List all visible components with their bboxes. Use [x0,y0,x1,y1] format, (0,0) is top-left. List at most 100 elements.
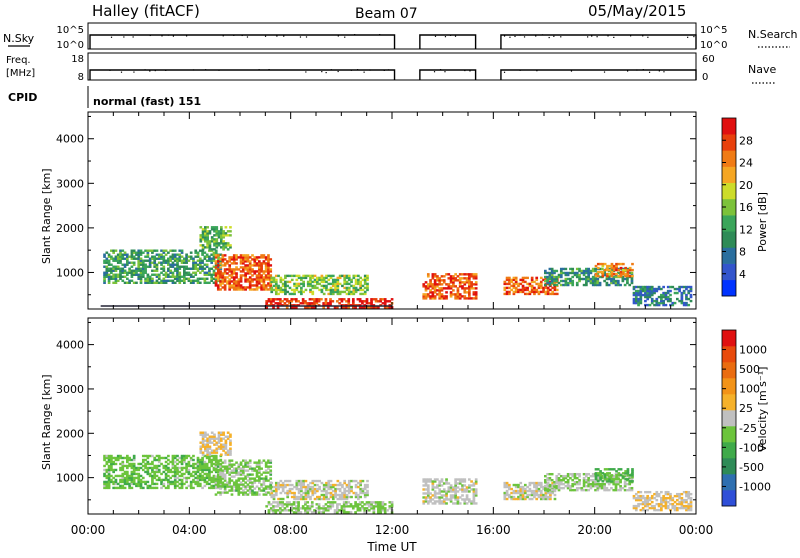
heatmap-cell [176,269,179,272]
heatmap-cell [171,255,175,258]
heatmap-cell [465,279,469,282]
heatmap-cell [257,286,261,289]
heatmap-cell [128,458,131,462]
heatmap-cell [187,476,191,480]
heatmap-cell [379,507,383,510]
heatmap-cell [578,480,581,484]
heatmap-cell [544,474,547,478]
heatmap-cell [130,476,134,480]
heatmap-cell [210,437,214,440]
heatmap-cell [216,274,220,277]
heatmap-cell [126,253,129,256]
heatmap-cell [505,491,509,495]
heatmap-cell [615,272,618,276]
heatmap-cell [689,498,693,502]
heatmap-cell [546,275,549,279]
heatmap-cell [246,256,250,259]
heatmap-cell [363,485,367,489]
heatmap-cell [433,273,437,276]
heatmap-cell [213,226,216,229]
heatmap-cell [619,488,622,492]
heatmap-cell [262,288,266,291]
heatmap-cell [338,292,342,296]
heatmap-cell [313,306,316,309]
heatmap-cell [146,253,150,256]
heatmap-cell [210,480,214,484]
heatmap-cell [363,280,367,284]
heatmap-cell [178,255,182,258]
heatmap-cell [359,280,362,284]
heatmap-cell [119,456,122,460]
heatmap-cell [139,466,143,470]
heatmap-cell [331,497,335,501]
heatmap-cell [456,293,460,296]
heatmap-cell [173,456,177,460]
heatmap-cell [226,242,230,245]
heatmap-cell [429,500,432,503]
heatmap-cell [192,470,195,474]
heatmap-cell [599,270,602,274]
heatmap-cell [650,299,654,303]
heatmap-cell [208,259,211,262]
heatmap-cell [546,485,550,489]
heatmap-cell [198,257,202,260]
heatmap-cell [463,480,467,483]
heatmap-cell [137,257,141,260]
heatmap-cell [322,509,326,512]
heatmap-cell [128,482,131,486]
heatmap-cell [470,488,473,491]
heatmap-cell [276,306,280,309]
heatmap-cell [229,435,232,438]
heatmap-cell [215,437,219,440]
heatmap-cell [196,263,200,266]
heatmap-cell [144,466,147,470]
heatmap-cell [445,482,448,485]
heatmap-cell [222,246,225,249]
nsky-point [693,35,695,38]
heatmap-cell [219,482,223,486]
freq-point [369,69,371,71]
heatmap-cell [639,287,643,291]
heatmap-cell [196,456,200,460]
heatmap-cell [228,266,232,269]
heatmap-cell [503,483,507,487]
heatmap-cell [632,494,636,498]
heatmap-cell [320,274,324,278]
heatmap-cell [114,474,118,478]
heatmap-cell [662,504,665,508]
heatmap-cell [605,488,609,492]
heatmap-cell [521,497,525,501]
heatmap-cell [325,495,328,499]
heatmap-cell [329,487,333,491]
heatmap-cell [206,244,209,247]
heatmap-cell [523,495,527,499]
heatmap-cell [449,490,453,493]
heatmap-cell [539,491,543,495]
heatmap-cell [204,232,207,235]
heatmap-cell [447,498,451,501]
heatmap-cell [338,282,342,286]
heatmap-cell [331,274,335,278]
heatmap-cell [121,271,125,274]
heatmap-cell [358,298,362,301]
heatmap-cell [367,501,371,504]
heatmap-cell [517,497,520,501]
heatmap-cell [422,502,426,505]
heatmap-cell [210,275,214,278]
heatmap-cell [333,501,337,504]
heatmap-cell [338,298,341,301]
heatmap-cell [235,262,238,265]
heatmap-cell [260,266,263,269]
heatmap-cell [324,300,328,303]
heatmap-cell [347,286,351,290]
heatmap-cell [639,496,643,500]
heatmap-cell [153,472,157,476]
heatmap-cell [452,502,455,505]
heatmap-cell [257,463,261,466]
heatmap-cell [167,458,170,462]
colorbar-tick-label: 500 [739,363,760,376]
heatmap-cell [269,503,273,506]
heatmap-cell [367,306,371,309]
heatmap-cell [318,485,321,489]
heatmap-cell [269,270,273,273]
